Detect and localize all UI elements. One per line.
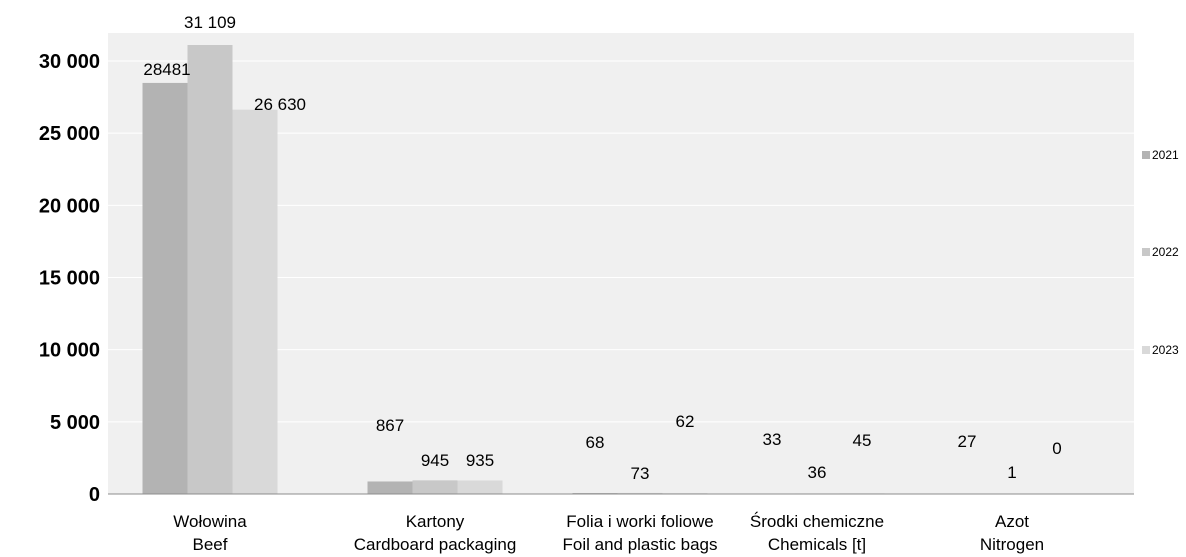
y-tick-label: 0: [89, 484, 100, 506]
y-tick-label: 25 000: [39, 123, 100, 145]
data-label-2022-3: 36: [808, 463, 827, 482]
legend-label-2023: 2023: [1152, 343, 1179, 357]
y-tick-label: 20 000: [39, 195, 100, 217]
legend-swatch-2021: [1142, 151, 1150, 159]
x-category-label: Chemicals [t]: [768, 535, 866, 554]
legend-swatch-2022: [1142, 248, 1150, 256]
x-category-label: Foil and plastic bags: [563, 535, 718, 554]
x-category-label: Folia i worki foliowe: [566, 512, 713, 531]
y-tick-label: 5 000: [50, 412, 100, 434]
data-label-2022-1: 945: [421, 451, 449, 470]
data-label-2021-3: 33: [763, 430, 782, 449]
data-label-2021-1: 867: [376, 416, 404, 435]
y-axis-tick-labels: 0 5 000 10 000 15 000 20 000 25 000 30 000: [39, 51, 100, 506]
data-label-2021-2: 68: [586, 433, 605, 452]
gridlines: [108, 60, 1134, 423]
data-label-2021-0: 28481: [143, 60, 190, 79]
x-category-label: Kartony: [406, 512, 465, 531]
data-label-2022-4: 1: [1007, 463, 1016, 482]
bar-2022-1: [412, 480, 458, 494]
legend-swatch-2023: [1142, 346, 1150, 354]
legend: 2021 2022 2023: [1142, 148, 1179, 357]
data-label-2023-0: 26 630: [254, 95, 306, 114]
x-category-label: Azot: [995, 512, 1029, 531]
x-axis-category-labels: Wołowina Beef Kartony Cardboard packaging Fo…: [173, 512, 1044, 554]
x-category-label: Wołowina: [173, 512, 247, 531]
data-label-2022-0: 31 109: [184, 13, 236, 32]
data-label-2022-2: 73: [631, 464, 650, 483]
plot-area: [108, 33, 1134, 494]
bar-2021-1: [367, 481, 413, 494]
x-category-label: Środki chemiczne: [750, 512, 884, 531]
x-category-label: Beef: [193, 535, 228, 554]
bar-2021-0: [142, 82, 188, 495]
data-label-2023-2: 62: [676, 412, 695, 431]
bars: [142, 44, 1035, 495]
bar-2023-0: [232, 109, 278, 495]
y-tick-label: 30 000: [39, 51, 100, 73]
bar-2022-2: [617, 492, 663, 494]
legend-label-2022: 2022: [1152, 245, 1179, 259]
data-label-2023-1: 935: [466, 451, 494, 470]
legend-label-2021: 2021: [1152, 148, 1179, 162]
y-tick-label: 10 000: [39, 340, 100, 362]
data-labels: 28481 867 68 33 27 31 109 945 73 36 1 26 630 935 62 4…: [143, 13, 1061, 483]
data-label-2021-4: 27: [958, 432, 977, 451]
data-label-2023-4: 0: [1052, 439, 1061, 458]
bar-2022-0: [187, 44, 233, 494]
data-label-2023-3: 45: [853, 431, 872, 450]
x-category-label: Nitrogen: [980, 535, 1044, 554]
x-category-label: Cardboard packaging: [354, 535, 517, 554]
y-tick-label: 15 000: [39, 268, 100, 290]
bar-2023-1: [457, 480, 503, 494]
